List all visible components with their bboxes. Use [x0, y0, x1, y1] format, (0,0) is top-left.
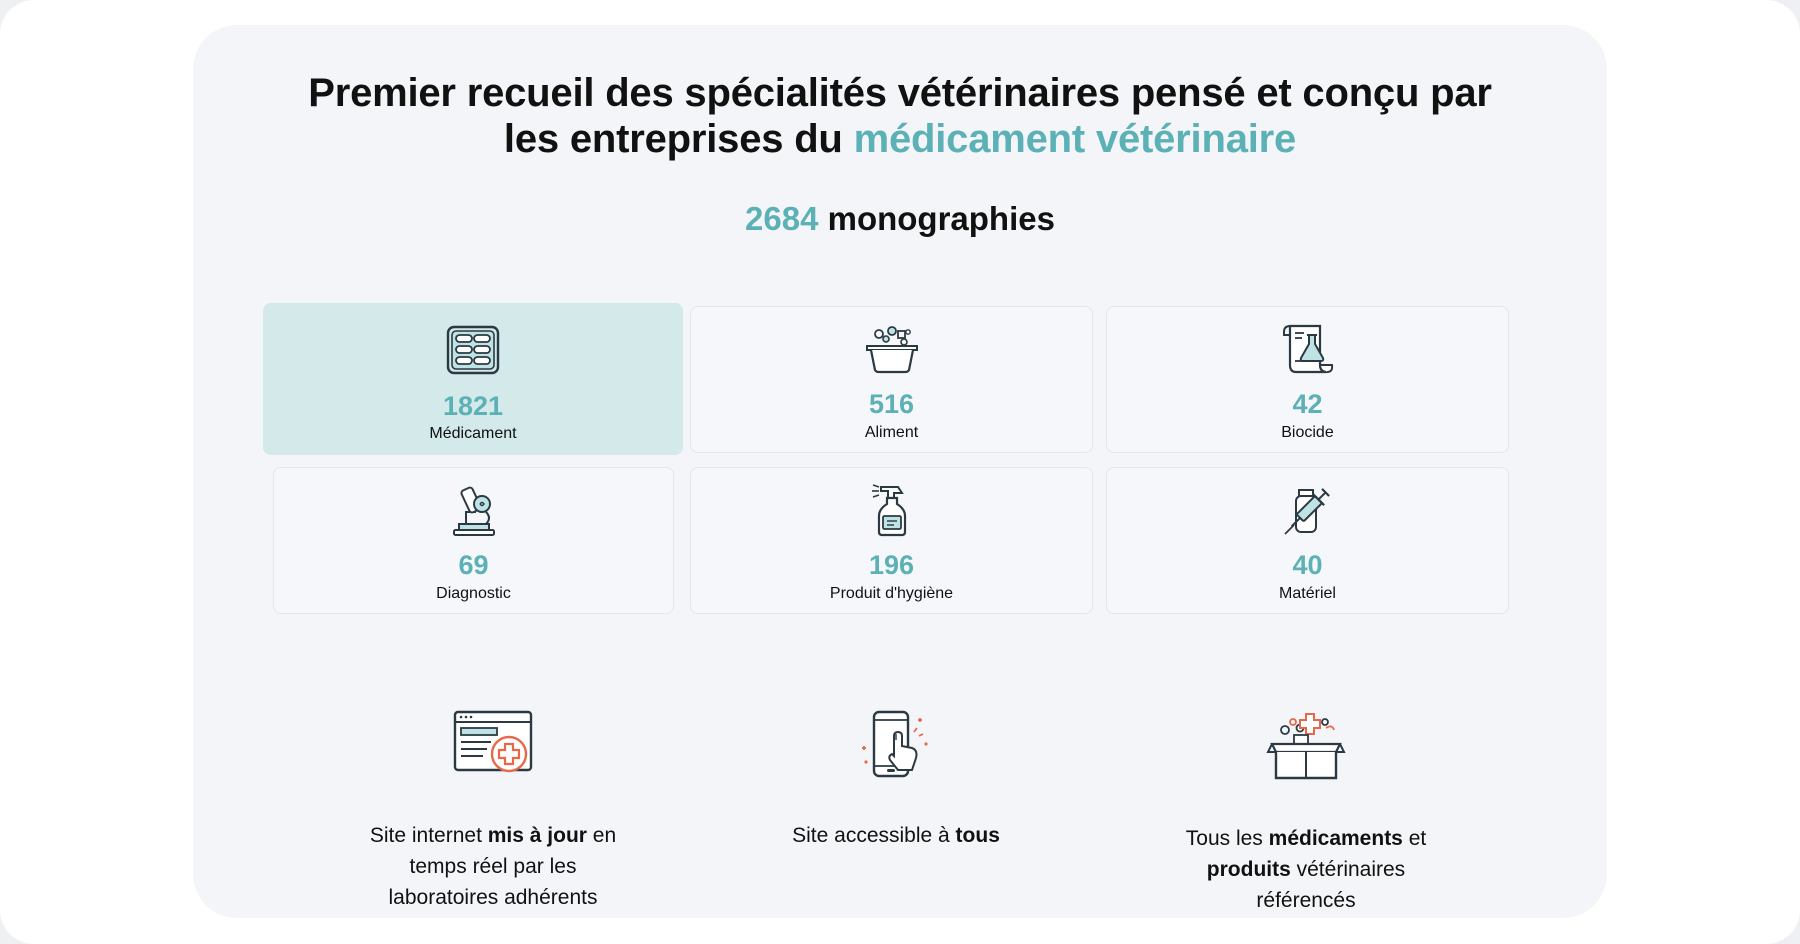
content-panel: Premier recueil des spécialités vétérina… [193, 25, 1607, 918]
category-card-diagnostic[interactable]: 69 Diagnostic [273, 467, 674, 614]
monographs-number: 2684 [745, 200, 819, 237]
category-count: 1821 [442, 391, 504, 421]
category-card-medicament[interactable]: 1821 Médicament [263, 303, 683, 455]
category-card-materiel[interactable]: 40 Matériel [1106, 467, 1509, 614]
feature-bold-part: tous [955, 824, 1000, 847]
monographs-count: 2684 monographies [193, 200, 1607, 238]
feature-text: Tous les médicaments et produits vétérin… [1146, 823, 1466, 916]
feature-line-1: Site accessible à tous [746, 820, 1046, 851]
feature-line-2: produits vétérinaires [1146, 854, 1466, 885]
feature-line-3: laboratoires adhérents [388, 886, 598, 909]
feature-accessible: Site accessible à tous [746, 710, 1046, 870]
category-label: Aliment [864, 424, 919, 441]
category-card-hygiene[interactable]: 196 Produit d'hygiène [690, 467, 1093, 614]
category-count: 42 [1292, 389, 1323, 419]
microscope-icon [452, 486, 495, 536]
title-accent: médicament vétérinaire [853, 117, 1297, 161]
category-card-biocide[interactable]: 42 Biocide [1106, 306, 1509, 453]
feature-line-1: Site internet mis à jour en [333, 820, 653, 851]
category-count: 40 [1292, 550, 1323, 580]
feature-text-part: Site accessible à [792, 824, 956, 847]
feature-realtime-updates: Site internet mis à jour en temps réel p… [333, 710, 653, 920]
phone-touch-icon [862, 710, 928, 778]
feature-bold-part: produits [1206, 858, 1291, 881]
category-label: Produit d'hygiène [829, 585, 954, 602]
feature-text-part: Site internet [369, 824, 488, 847]
title-line-2: les entreprises du médicament vétérinair… [193, 116, 1607, 162]
page-title: Premier recueil des spécialités vétérina… [193, 70, 1607, 162]
title-line-2-prefix: les entreprises du [503, 117, 854, 161]
feature-text-part: vétérinaires [1290, 858, 1406, 881]
title-line-1: Premier recueil des spécialités vétérina… [308, 71, 1492, 115]
feature-line-1: Tous les médicaments et [1146, 823, 1466, 854]
feature-text: Site accessible à tous [746, 820, 1046, 851]
category-count: 196 [868, 550, 915, 580]
feature-line-3: référencés [1256, 889, 1356, 912]
category-label: Matériel [1279, 585, 1336, 602]
feature-text-part: en [586, 824, 617, 847]
flask-scroll-icon [1282, 324, 1333, 374]
category-label: Médicament [429, 425, 517, 442]
feature-line-2: temps réel par les [409, 855, 577, 878]
category-count: 516 [868, 389, 915, 419]
box-products-icon [1266, 713, 1346, 780]
category-count: 69 [458, 550, 489, 580]
feature-all-products: Tous les médicaments et produits vétérin… [1146, 710, 1466, 920]
food-bowl-icon [865, 326, 918, 374]
category-card-aliment[interactable]: 516 Aliment [690, 306, 1093, 453]
browser-medical-icon [453, 710, 533, 773]
category-label: Diagnostic [436, 585, 511, 602]
feature-text-part: et [1402, 827, 1427, 850]
feature-bold-part: médicaments [1268, 827, 1403, 850]
monographs-label: monographies [818, 200, 1055, 237]
feature-bold-part: mis à jour [487, 824, 587, 847]
category-label: Biocide [1281, 424, 1334, 441]
feature-text-part: Tous les [1185, 827, 1269, 850]
pill-blister-icon [446, 325, 500, 375]
syringe-icon [1283, 488, 1330, 535]
feature-text: Site internet mis à jour en temps réel p… [333, 820, 653, 913]
spray-bottle-icon [871, 484, 906, 537]
